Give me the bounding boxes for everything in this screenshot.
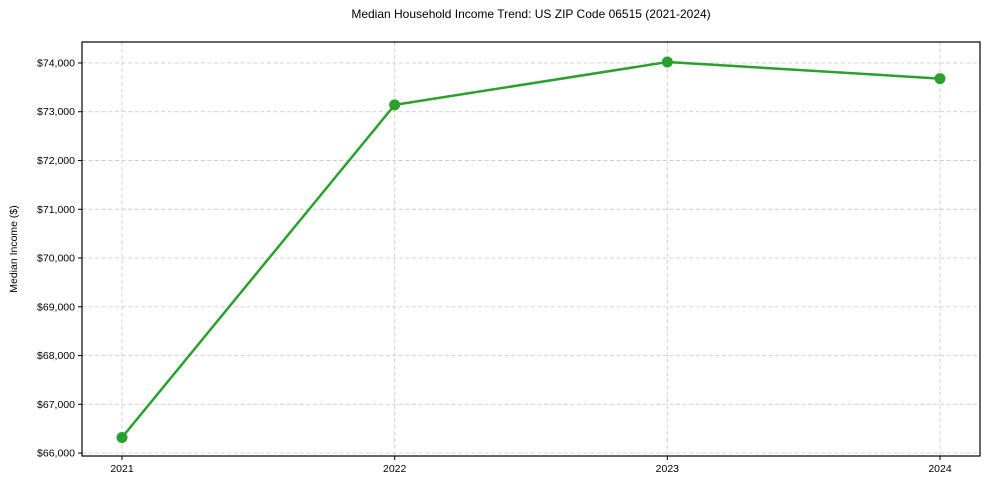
data-point	[116, 431, 128, 443]
chart-title: Median Household Income Trend: US ZIP Co…	[351, 7, 711, 21]
y-tick-label: $67,000	[37, 399, 75, 411]
plot-background	[82, 42, 980, 456]
x-tick-label: 2024	[928, 463, 952, 475]
y-tick-label: $71,000	[37, 204, 75, 216]
x-tick-label: 2021	[110, 463, 134, 475]
data-line	[120, 60, 942, 439]
y-tick-label: $73,000	[37, 106, 75, 118]
x-tick-label: 2022	[383, 463, 407, 475]
y-tick-label: $69,000	[37, 301, 75, 313]
y-tick-label: $66,000	[37, 448, 75, 460]
plot-border	[81, 41, 981, 457]
data-point	[934, 73, 946, 85]
y-tick-label: $70,000	[37, 253, 75, 265]
data-point	[389, 99, 401, 111]
y-tick-label: $68,000	[37, 350, 75, 362]
y-tick-label: $72,000	[37, 155, 75, 167]
data-point	[661, 56, 673, 68]
y-tick-label: $74,000	[37, 57, 75, 69]
x-tick-label: 2023	[656, 463, 680, 475]
